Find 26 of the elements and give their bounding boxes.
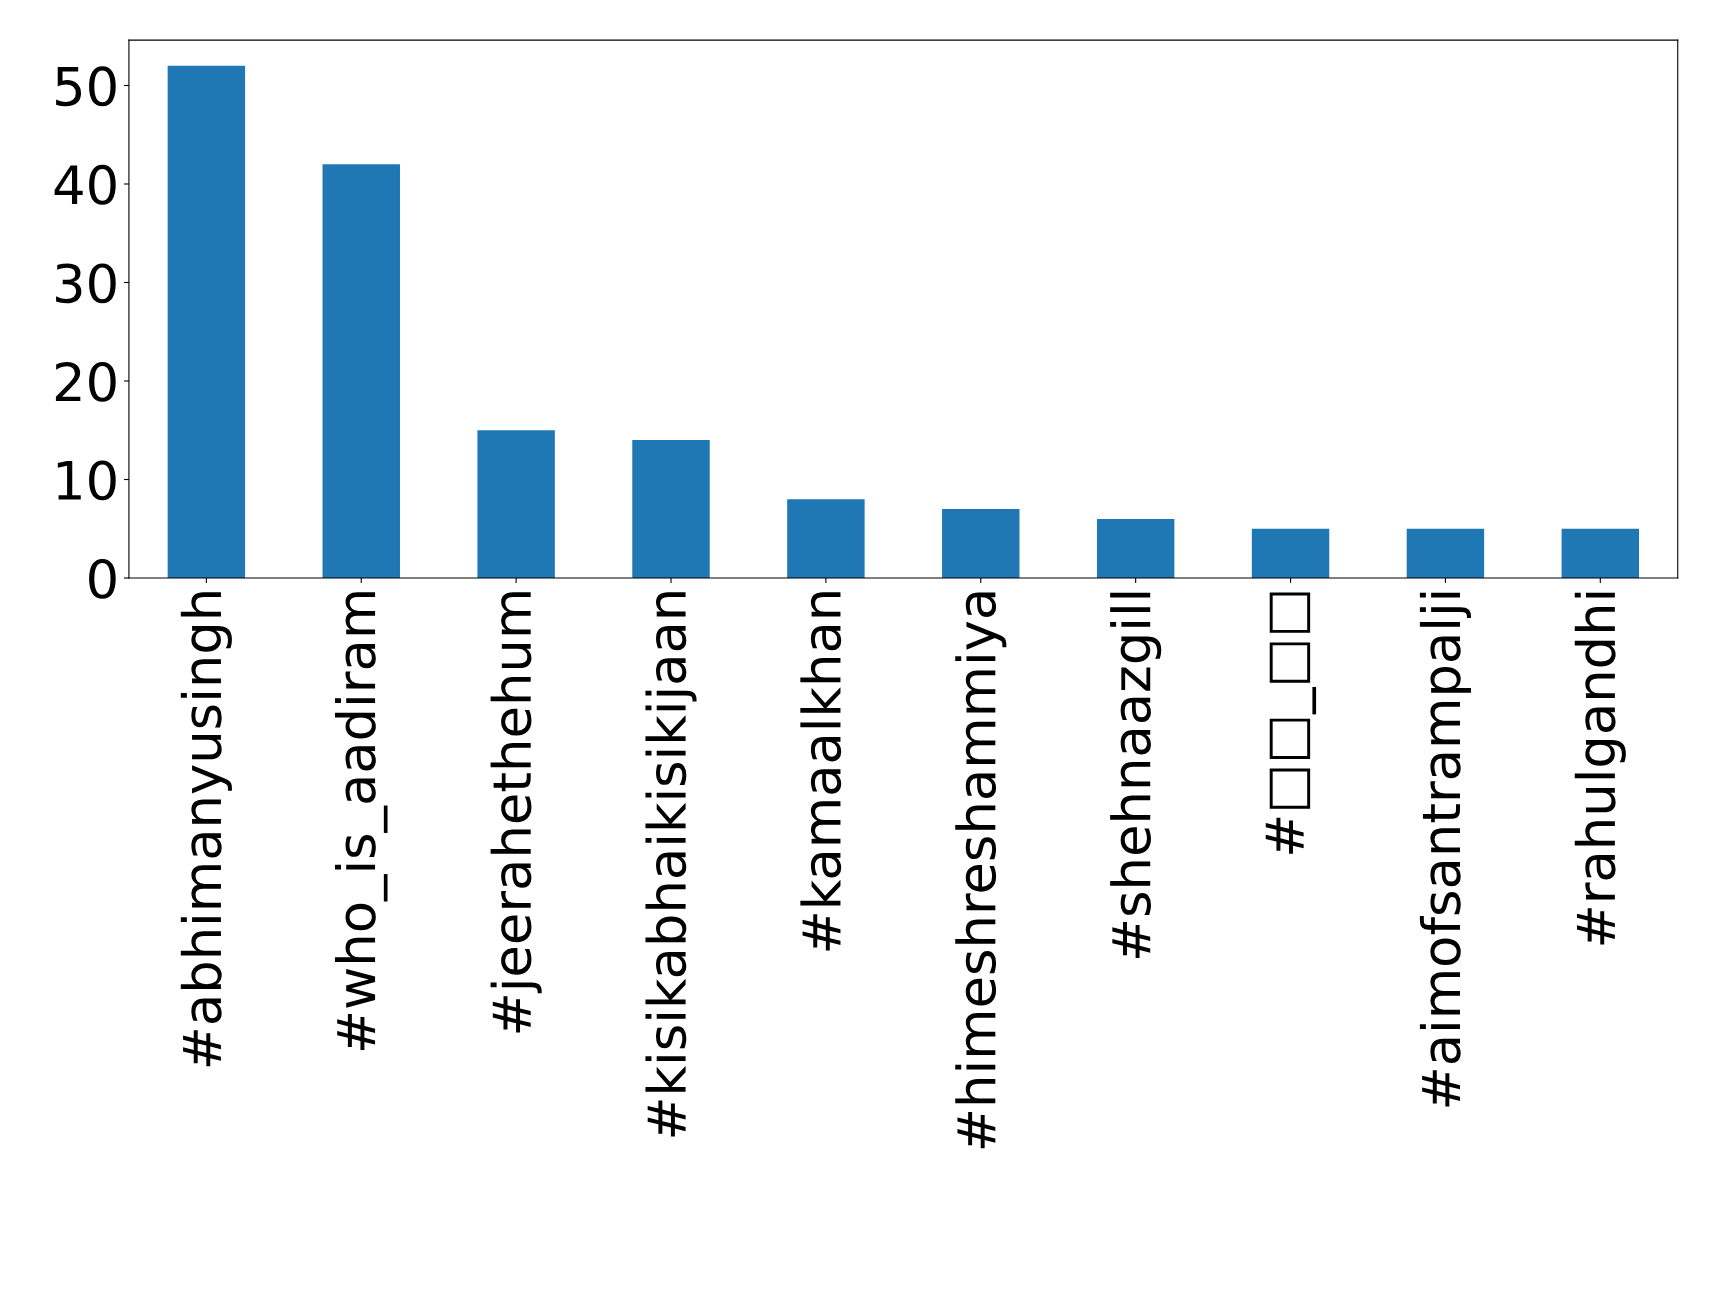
bar [1096, 518, 1175, 579]
bar [167, 65, 246, 579]
x-tick-label: #aimofsantrampalji [1419, 592, 1471, 1107]
x-tick-label: #abhimanyusingh [180, 592, 232, 1067]
y-tick-label: 0 [89, 558, 116, 599]
y-tick-label: 40 [54, 164, 116, 205]
bar [942, 509, 1020, 579]
y-tick-label: 10 [57, 460, 116, 501]
bar [1561, 528, 1640, 579]
bar [1406, 528, 1485, 579]
bar [322, 164, 400, 579]
bar [787, 499, 865, 579]
x-tick-label: #shehnaazgill [1110, 592, 1162, 959]
bar [632, 440, 710, 579]
y-tick-label: 20 [55, 361, 116, 402]
x-tick-label: #□□_□□ [1265, 592, 1317, 854]
y-tick-label: 30 [56, 263, 116, 304]
x-tick-label: #kisikabhaikisikijaan [645, 592, 697, 1137]
x-tick-label: #rahulgandhi [1574, 592, 1626, 945]
x-tick-label: #kamaalkhan [800, 592, 842, 951]
x-tick-label: #jeerahethehum [490, 592, 542, 1033]
bar [1251, 528, 1330, 579]
y-tick-label: 50 [56, 66, 116, 107]
x-tick-label: #himeshreshammiya [955, 592, 1007, 1149]
x-tick-label: #who_is_aadiram [334, 592, 388, 1051]
bar [477, 430, 555, 579]
